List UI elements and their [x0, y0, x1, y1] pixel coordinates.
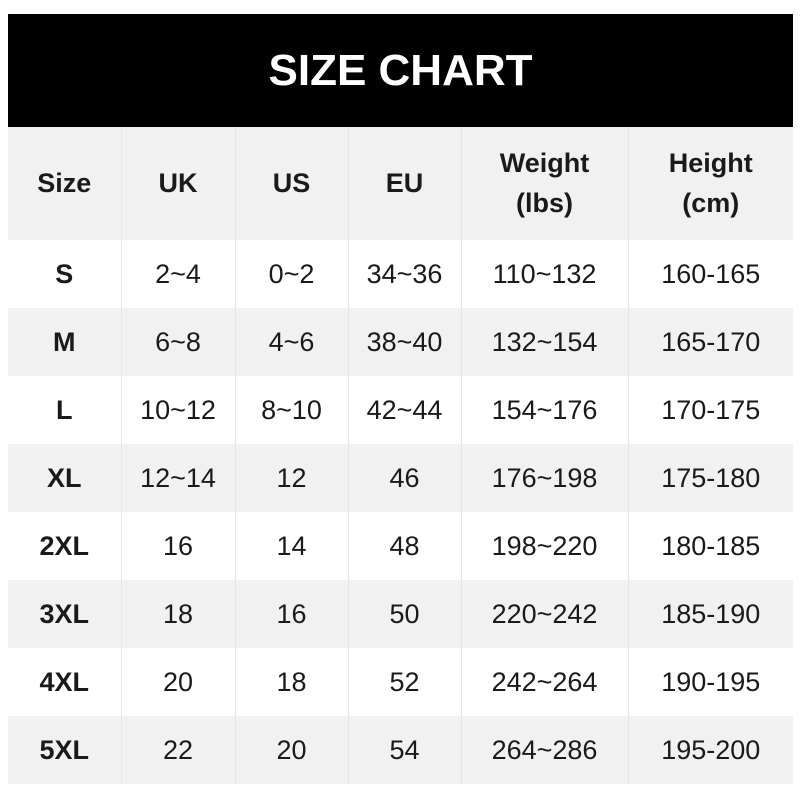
cell-uk: 10~12 [120, 376, 235, 444]
cell-weight: 264~286 [460, 716, 628, 784]
cell-us: 4~6 [234, 308, 348, 376]
cell-uk: 6~8 [120, 308, 235, 376]
cell-uk: 12~14 [120, 444, 235, 512]
header-row: Size UK US EU Weight (lbs) Height (cm) [8, 127, 793, 240]
header-text: Size [37, 167, 92, 198]
cell-weight: 132~154 [460, 308, 628, 376]
cell-height: 185-190 [627, 580, 793, 648]
header-text: EU [385, 167, 424, 198]
cell-uk: 18 [120, 580, 235, 648]
cell-us: 0~2 [234, 240, 348, 308]
cell-weight: 154~176 [460, 376, 628, 444]
cell-us: 12 [234, 444, 348, 512]
cell-us: 20 [234, 716, 348, 784]
header-text: Height [668, 148, 753, 179]
cell-size: L [56, 394, 73, 425]
cell-size: 4XL [39, 666, 90, 697]
header-text: US [272, 167, 311, 198]
cell-weight: 176~198 [460, 444, 628, 512]
cell-eu: 46 [347, 444, 461, 512]
cell-us: 16 [234, 580, 348, 648]
header-text: (cm) [682, 187, 740, 218]
cell-uk: 2~4 [120, 240, 235, 308]
cell-size: 3XL [8, 580, 121, 648]
cell-height: 180-185 [627, 512, 793, 580]
table-row: M 6~8 4~6 38~40 132~154 165-170 [8, 308, 793, 376]
header-height: Height (cm) [627, 127, 793, 240]
header-text: (lbs) [516, 187, 573, 218]
table-row: 3XL 18 16 50 220~242 185-190 [8, 580, 793, 648]
cell-eu: 48 [347, 512, 461, 580]
table-row: L 10~12 8~10 42~44 154~176 170-175 [8, 376, 793, 444]
cell-size: M [8, 308, 121, 376]
cell-height: 170-175 [627, 376, 793, 444]
cell-height: 175-180 [627, 444, 793, 512]
header-text: UK [158, 167, 198, 198]
header-size: Size [8, 127, 121, 240]
cell-height: 195-200 [627, 716, 793, 784]
header-text: Weight [499, 148, 590, 179]
table-row: 2XL 16 14 48 198~220 180-185 [8, 512, 793, 580]
cell-eu: 38~40 [347, 308, 461, 376]
size-chart: SIZE CHART Size UK US EU Weight (lbs) Height (c… [8, 14, 793, 784]
table-row: XL 12~14 12 46 176~198 175-180 [8, 444, 793, 512]
cell-us: 18 [234, 648, 348, 716]
cell-us: 8~10 [234, 376, 348, 444]
cell-eu: 50 [347, 580, 461, 648]
table-row: S 2~4 0~2 34~36 110~132 160-165 [8, 240, 793, 308]
cell-weight: 110~132 [460, 240, 628, 308]
cell-eu: 34~36 [347, 240, 461, 308]
cell-height: 160-165 [627, 240, 793, 308]
cell-eu: 42~44 [347, 376, 461, 444]
cell-size: XL [8, 444, 121, 512]
table-row: 5XL 22 20 54 264~286 195-200 [8, 716, 793, 784]
size-table: Size UK US EU Weight (lbs) Height (cm) S 2~4 0~2 3… [8, 127, 793, 784]
cell-weight: 220~242 [460, 580, 628, 648]
cell-eu: 54 [347, 716, 461, 784]
cell-weight: 242~264 [460, 648, 628, 716]
chart-title: SIZE CHART [8, 14, 793, 127]
cell-eu: 52 [347, 648, 461, 716]
cell-height: 165-170 [627, 308, 793, 376]
cell-size: 5XL [8, 716, 121, 784]
cell-uk: 20 [120, 648, 235, 716]
cell-size: 2XL [39, 530, 90, 561]
cell-size: S [55, 258, 74, 289]
cell-uk: 16 [120, 512, 235, 580]
header-uk: UK [120, 127, 235, 240]
header-eu: EU [347, 127, 461, 240]
cell-height: 190-195 [627, 648, 793, 716]
cell-us: 14 [234, 512, 348, 580]
table-row: 4XL 20 18 52 242~264 190-195 [8, 648, 793, 716]
cell-uk: 22 [120, 716, 235, 784]
header-weight: Weight (lbs) [460, 127, 628, 240]
cell-weight: 198~220 [460, 512, 628, 580]
header-us: US [234, 127, 348, 240]
